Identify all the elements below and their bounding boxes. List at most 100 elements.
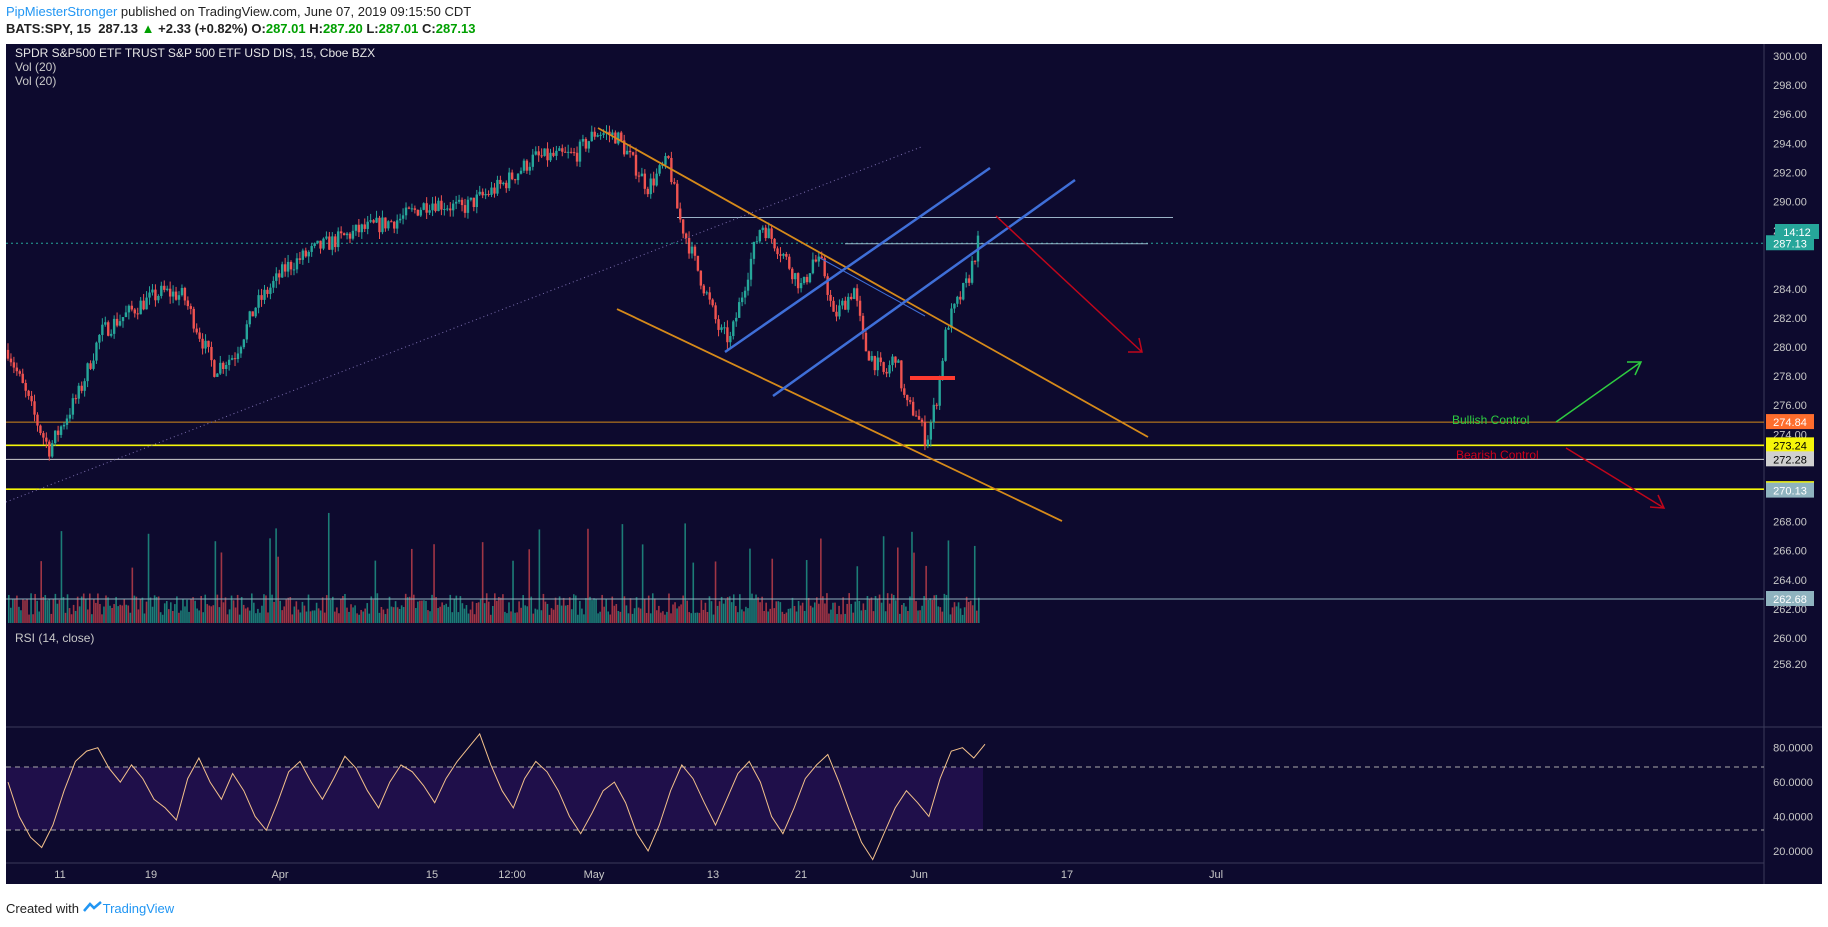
volume-bar xyxy=(376,593,379,623)
candle-body xyxy=(80,385,83,391)
volume-bar xyxy=(137,609,140,623)
candle-body xyxy=(841,300,844,306)
candle-body xyxy=(956,296,959,304)
volume-bar xyxy=(811,607,814,623)
chart-canvas[interactable]: Bullish Control Bearish Control SPDR S&P… xyxy=(0,40,1828,892)
candle-body xyxy=(926,439,930,446)
candle-body xyxy=(331,236,334,250)
volume-bar xyxy=(44,595,47,623)
volume-bar xyxy=(686,600,688,623)
footer-created: Created with xyxy=(6,901,79,916)
volume-bar xyxy=(605,598,607,623)
volume-bar xyxy=(475,602,478,623)
time-tick-2: Apr xyxy=(271,869,288,881)
volume-bar xyxy=(540,610,543,623)
volume-bar xyxy=(56,603,59,623)
channel-mid-line[interactable] xyxy=(819,257,926,317)
volume-bar xyxy=(42,596,45,623)
candle-body xyxy=(325,236,328,239)
candle-body xyxy=(431,203,434,211)
price-tick-13: 268.00 xyxy=(1773,517,1807,529)
candle-body xyxy=(625,150,629,155)
candle-body xyxy=(696,255,700,271)
candle-body xyxy=(681,219,685,234)
price-tick-14: 266.00 xyxy=(1773,546,1807,558)
price-label-6: 262.68 xyxy=(1773,594,1807,606)
descending-lower-trendline[interactable] xyxy=(616,308,1063,522)
volume-bar xyxy=(842,597,844,623)
rsi-tick-1: 60.0000 xyxy=(1773,777,1813,789)
volume-bar xyxy=(356,613,358,623)
candle-body xyxy=(796,273,800,289)
volume-bar xyxy=(783,613,786,623)
volume-bar xyxy=(617,610,620,623)
candle-body xyxy=(693,246,697,256)
volume-bar xyxy=(204,594,207,623)
descending-upper-trendline[interactable] xyxy=(597,127,1149,438)
volume-bar xyxy=(113,604,115,623)
bearish-arrow[interactable] xyxy=(1565,447,1666,509)
candle-body xyxy=(959,296,962,300)
volume-bar xyxy=(698,612,701,623)
volume-bar xyxy=(629,598,632,623)
volume-bar xyxy=(178,612,180,623)
candle-body xyxy=(519,170,523,174)
candle-body xyxy=(820,256,823,259)
candle-body xyxy=(319,240,322,249)
volume-bar xyxy=(194,600,196,623)
volume-bar xyxy=(637,607,640,623)
volume-bar xyxy=(419,600,421,623)
author-link[interactable]: PipMiesterStronger xyxy=(6,4,118,19)
candle-body xyxy=(811,259,815,274)
volume-bar xyxy=(123,599,126,623)
candle-body xyxy=(115,318,119,326)
volume-bar xyxy=(334,611,336,623)
candle-body xyxy=(454,201,458,204)
volume-bar xyxy=(431,594,433,623)
volume-bar xyxy=(668,593,670,623)
channel-lower-line[interactable] xyxy=(724,166,991,354)
candle-body xyxy=(83,381,86,391)
volume-bar xyxy=(840,614,842,623)
volume-bar xyxy=(259,612,261,623)
candle-body xyxy=(407,207,411,209)
volume-bar xyxy=(279,600,281,623)
volume-bar xyxy=(200,595,202,623)
volume-bar xyxy=(965,596,968,623)
volume-bar xyxy=(174,604,176,623)
volume-bar xyxy=(34,593,36,623)
volume-bar xyxy=(313,610,316,623)
candle-body xyxy=(45,437,48,442)
candle-body xyxy=(496,179,499,194)
footer-brand[interactable]: TradingView xyxy=(102,901,175,916)
candle-body xyxy=(145,297,148,310)
volume-bar xyxy=(830,609,832,623)
candle-body xyxy=(861,315,865,333)
volume-bar xyxy=(402,607,405,623)
volume-bar xyxy=(597,613,599,623)
candle-body xyxy=(419,209,422,216)
volume-bar xyxy=(435,596,437,623)
candle-body xyxy=(702,285,706,294)
channel-upper-line[interactable] xyxy=(772,178,1076,398)
volume-bar xyxy=(291,614,294,623)
volume-bar xyxy=(62,597,65,623)
volume-bar xyxy=(651,593,654,623)
candle-body xyxy=(36,414,39,426)
candle-body xyxy=(967,278,971,283)
bullish-arrow[interactable] xyxy=(1555,361,1643,423)
volume-bar xyxy=(710,601,713,623)
candle-body xyxy=(334,236,337,248)
volume-bar xyxy=(374,560,377,623)
price-label-1: 274.84 xyxy=(1773,417,1807,429)
volume-bar xyxy=(915,601,917,623)
bearish-projection-arrow[interactable] xyxy=(995,215,1143,353)
volume-bar xyxy=(550,608,553,623)
volume-bar xyxy=(202,612,205,623)
volume-bar xyxy=(459,596,462,623)
candle-body xyxy=(9,358,13,363)
candle-body xyxy=(363,224,366,229)
volume-bar xyxy=(242,604,245,623)
volume-bar xyxy=(350,604,352,623)
volume-bar xyxy=(220,552,223,623)
